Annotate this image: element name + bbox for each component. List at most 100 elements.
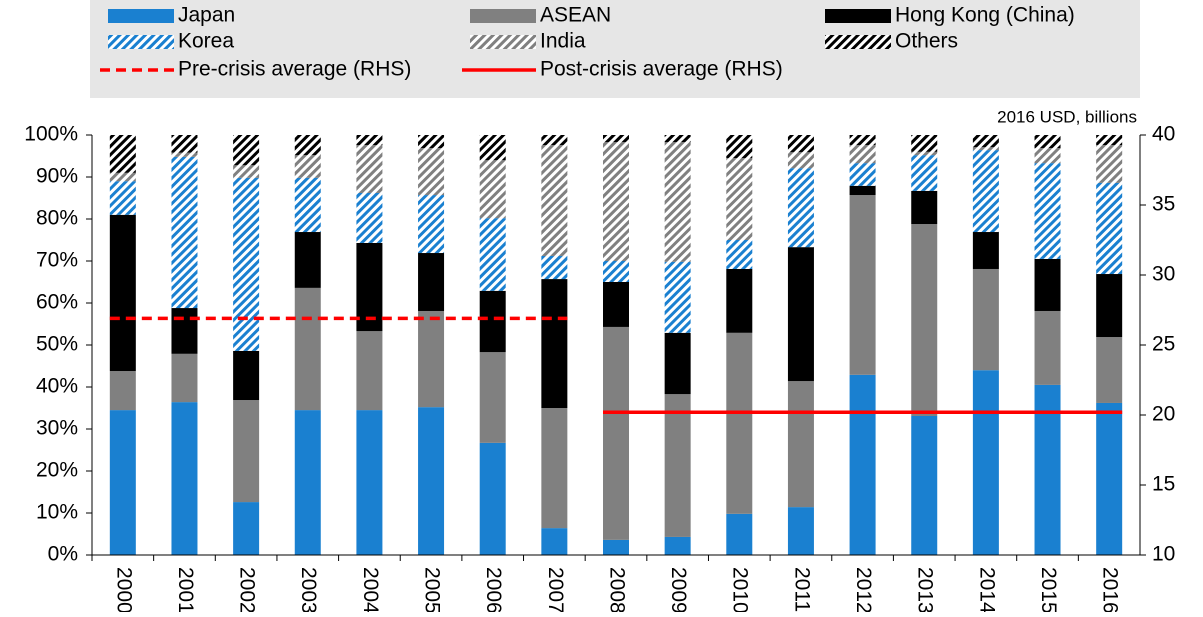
bar-segment — [849, 195, 876, 375]
bar-segment — [356, 410, 383, 555]
bar-segment — [726, 135, 753, 159]
bar-segment — [972, 268, 999, 371]
x-tick-label: 2000 — [112, 567, 135, 612]
bar-segment — [849, 135, 876, 146]
bar-segment — [294, 287, 321, 411]
bar-segment — [726, 513, 753, 555]
bar-segment — [479, 218, 506, 291]
bar-segment — [664, 394, 691, 537]
bar-segment — [849, 163, 876, 186]
bar-segment — [1034, 148, 1061, 164]
bar-segment — [171, 308, 198, 354]
bar-segment — [294, 232, 321, 288]
y2-tick-label: 30 — [1152, 263, 1175, 286]
legend-swatch — [825, 9, 891, 23]
x-tick-label: 2004 — [359, 567, 382, 612]
x-tick-label: 2015 — [1037, 567, 1060, 612]
bar-segment — [294, 410, 321, 555]
y-tick-label: 10% — [36, 501, 78, 524]
y-tick-label: 70% — [36, 249, 78, 272]
legend-background — [90, 0, 1140, 98]
legend-label: Japan — [178, 4, 235, 27]
bar-segment — [911, 190, 938, 225]
bar-segment — [541, 135, 568, 146]
y2-tick-label: 10 — [1152, 543, 1175, 566]
bar-segment — [109, 214, 136, 372]
legend-label: Korea — [178, 30, 234, 53]
bar-segment — [479, 160, 506, 219]
bar-segment — [479, 352, 506, 443]
bar-segment — [972, 147, 999, 151]
bar-segment — [664, 135, 691, 143]
bar-segment — [418, 135, 445, 149]
x-tick-label: 2006 — [482, 567, 505, 612]
x-tick-label: 2014 — [975, 567, 998, 612]
bar-segment — [418, 148, 445, 196]
legend-label: Post-crisis average (RHS) — [540, 58, 783, 81]
bar-segment — [233, 350, 260, 401]
bar-segment — [541, 255, 568, 280]
legend-swatch — [470, 9, 536, 23]
bar-segment — [726, 268, 753, 333]
bar-segment — [849, 185, 876, 196]
bar-segment — [1096, 337, 1123, 403]
legend-swatch — [108, 9, 174, 23]
axis-note: 2016 USD, billions — [997, 107, 1137, 126]
bar-segment — [233, 177, 260, 351]
y-tick-label: 80% — [36, 207, 78, 230]
legend-swatch — [470, 35, 536, 49]
bar-segment — [418, 253, 445, 311]
bar-segment — [849, 145, 876, 164]
bar-segment — [603, 539, 629, 555]
y-tick-label: 60% — [36, 291, 78, 314]
y2-tick-label: 25 — [1152, 333, 1175, 356]
bar-segment — [294, 135, 321, 156]
bar-segment — [972, 150, 999, 233]
bar-segment — [726, 240, 753, 269]
bar-segment — [787, 152, 814, 169]
bar-segment — [541, 145, 568, 256]
x-tick-label: 2009 — [667, 567, 690, 612]
bar-segment — [418, 195, 445, 254]
bar-segment — [911, 415, 938, 555]
bar-segment — [603, 142, 629, 261]
bar-segment — [1096, 402, 1123, 555]
legend-label: Pre-crisis average (RHS) — [178, 58, 411, 81]
bar-segment — [109, 172, 136, 182]
bar-segment — [1096, 182, 1123, 275]
bar-segment — [1034, 384, 1061, 555]
bar-segment — [603, 326, 629, 540]
bar-segment — [294, 155, 321, 178]
bar-segment — [479, 290, 506, 353]
bar-segment — [787, 507, 814, 555]
x-tick-label: 2003 — [297, 567, 320, 612]
bar-segment — [541, 408, 568, 529]
bar-segment — [911, 151, 938, 156]
bar-segment — [233, 135, 260, 166]
bar-segment — [603, 135, 629, 143]
bar-segment — [356, 135, 383, 146]
bar-segment — [664, 261, 691, 333]
bar-segment — [356, 242, 383, 332]
bar-segment — [171, 152, 198, 157]
x-tick-label: 2005 — [421, 567, 444, 612]
bar-segment — [356, 192, 383, 243]
x-tick-label: 2011 — [790, 567, 813, 612]
bar-segment — [418, 407, 445, 555]
y-tick-label: 50% — [36, 333, 78, 356]
bar-segment — [1034, 163, 1061, 259]
y2-tick-label: 35 — [1152, 193, 1175, 216]
bar-segment — [726, 158, 753, 240]
y2-tick-label: 20 — [1152, 403, 1175, 426]
bar-segment — [1096, 135, 1123, 146]
x-tick-label: 2013 — [914, 567, 937, 612]
bar-segment — [911, 135, 938, 152]
bar-segment — [233, 400, 260, 503]
bar-segment — [1034, 135, 1061, 149]
bar-segment — [541, 279, 568, 408]
bar-segment — [972, 370, 999, 555]
y2-tick-label: 40 — [1152, 123, 1175, 146]
bar-segment — [911, 155, 938, 191]
bar-segment — [109, 371, 136, 411]
